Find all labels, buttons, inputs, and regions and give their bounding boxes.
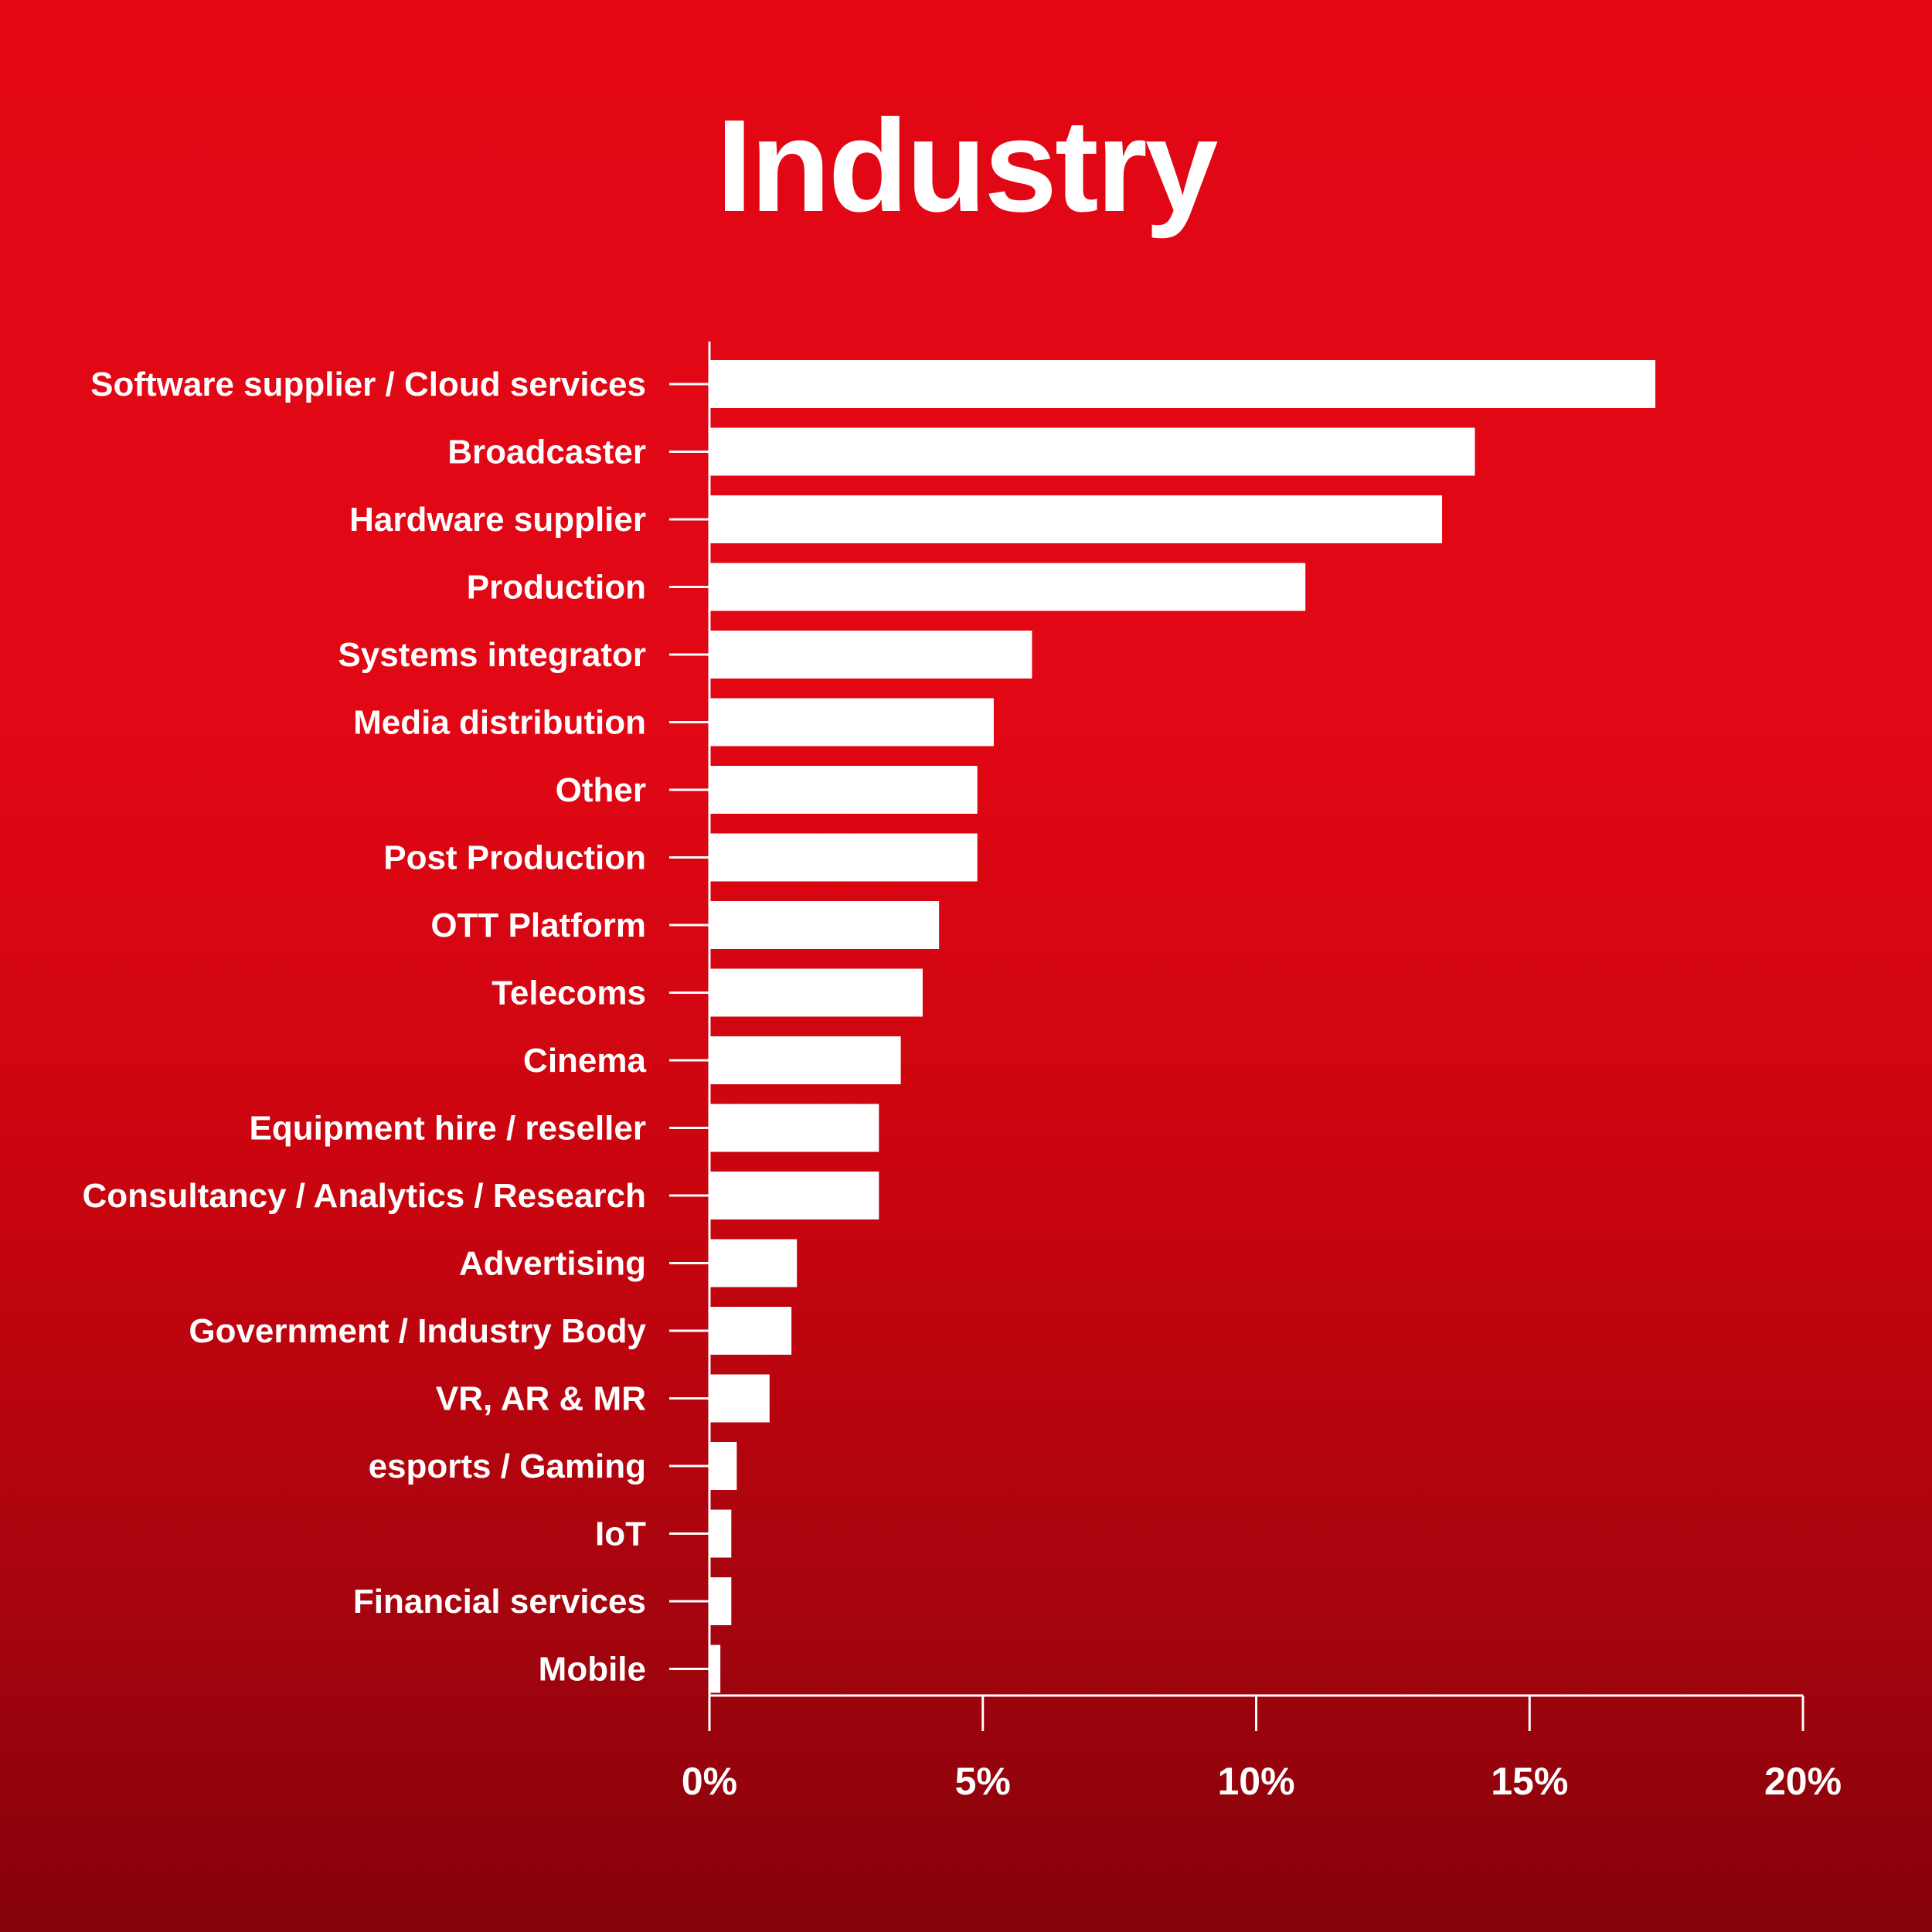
- bar: [709, 1577, 732, 1625]
- bar: [709, 1104, 879, 1152]
- x-tick-label: 5%: [955, 1760, 1011, 1803]
- bar: [709, 1442, 737, 1490]
- bar: [709, 495, 1443, 543]
- bar: [709, 1374, 770, 1423]
- bar: [709, 1239, 798, 1287]
- bar: [709, 968, 923, 1017]
- labels-layer: Software supplier / Cloud services Broadc…: [82, 366, 1842, 1803]
- category-label: Software supplier / Cloud services: [90, 366, 646, 403]
- bar: [709, 1509, 732, 1558]
- bars-layer: [709, 360, 1655, 1693]
- category-label: Production: [467, 569, 646, 607]
- category-label: Government / Industry Body: [189, 1312, 646, 1350]
- x-tick-label: 20%: [1764, 1760, 1842, 1803]
- category-label: VR, AR & MR: [436, 1380, 646, 1418]
- axes-layer: [669, 342, 1804, 1731]
- category-label: IoT: [595, 1515, 646, 1553]
- x-tick-label: 15%: [1491, 1760, 1568, 1803]
- category-label: Post Production: [383, 839, 646, 877]
- category-label: Equipment hire / reseller: [250, 1110, 647, 1148]
- bar: [709, 360, 1655, 408]
- bar: [709, 1172, 879, 1219]
- bar: [709, 1645, 721, 1693]
- category-label: Advertising: [459, 1245, 646, 1283]
- category-label: Telecoms: [492, 975, 646, 1012]
- category-label: Mobile: [539, 1651, 646, 1689]
- bar: [709, 698, 994, 747]
- x-tick-label: 0%: [682, 1760, 737, 1803]
- category-label: Financial services: [353, 1583, 646, 1621]
- chart-title: Industry: [716, 93, 1219, 240]
- bar: [709, 901, 940, 949]
- category-label: OTT Platform: [430, 906, 646, 944]
- bar: [709, 1307, 792, 1355]
- category-label: Systems integrator: [338, 636, 646, 674]
- category-label: Media distribution: [353, 704, 646, 742]
- category-label: Hardware supplier: [349, 501, 646, 539]
- bar: [709, 766, 978, 814]
- category-label: esports / Gaming: [369, 1447, 646, 1485]
- bar: [709, 631, 1032, 679]
- category-label: Broadcaster: [447, 434, 646, 471]
- x-tick-label: 10%: [1217, 1760, 1294, 1803]
- category-label: Other: [556, 771, 646, 809]
- bar: [709, 1036, 901, 1084]
- bar: [709, 563, 1306, 611]
- bar: [709, 427, 1475, 476]
- category-label: Consultancy / Analytics / Research: [82, 1177, 646, 1215]
- category-label: Cinema: [523, 1042, 646, 1080]
- bar: [709, 833, 978, 882]
